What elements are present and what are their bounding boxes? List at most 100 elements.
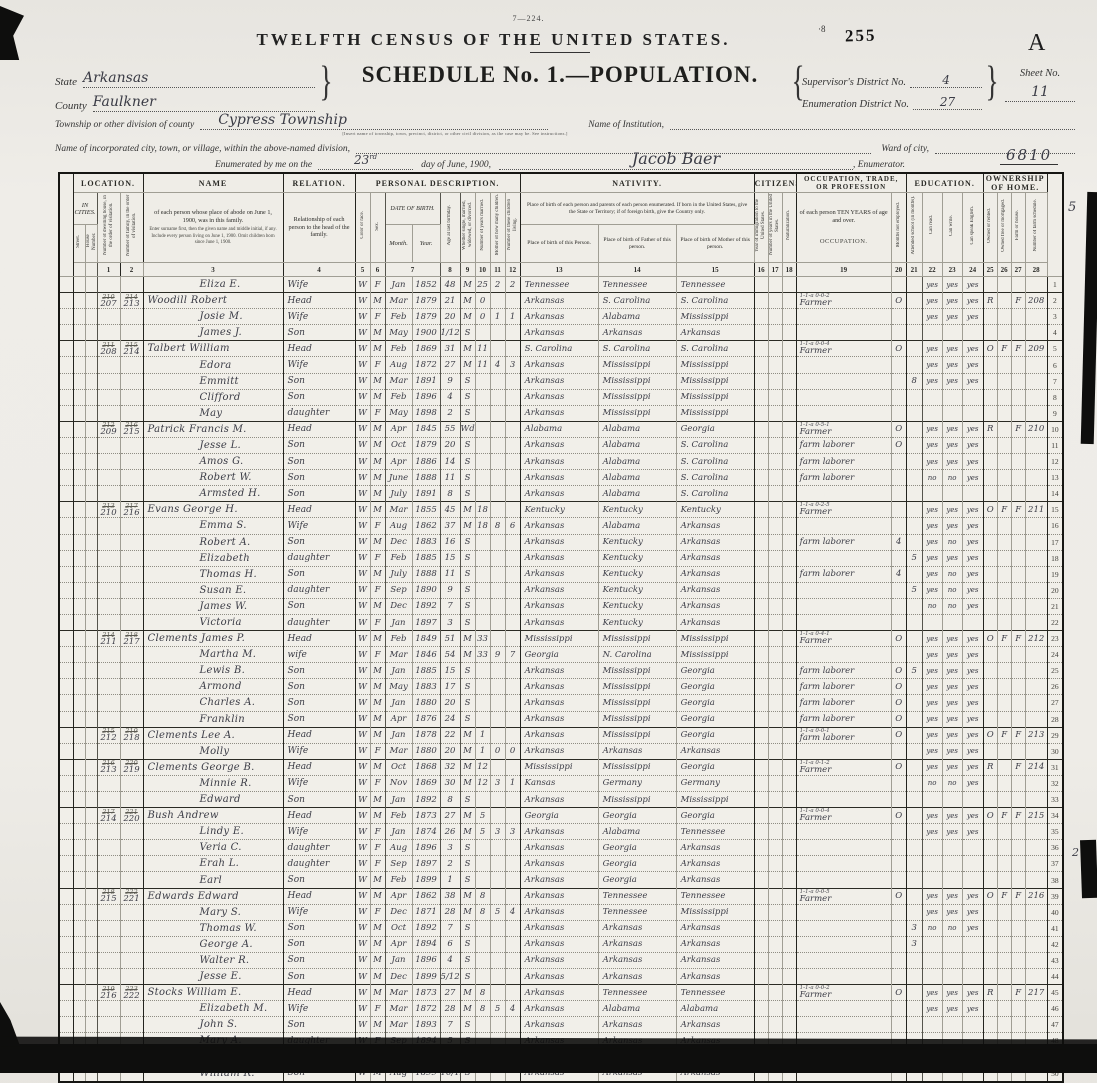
cell-age: 15 [439, 662, 461, 680]
cell-color: W [354, 936, 371, 953]
cell-years-in-us [767, 534, 783, 551]
cell-years-married [474, 1016, 491, 1034]
census-row: Emmitt Son W M Mar 1891 9 S Arkansas Mississippi M… [58, 373, 1064, 390]
cell-home-free-mortgaged [996, 904, 1012, 921]
cell-row-number-right: 36 [1046, 839, 1064, 857]
cell-father-birthplace: Mississippi [597, 694, 677, 712]
cell-sex: M [369, 726, 386, 744]
cell-house-number [84, 437, 98, 455]
sheet-label: Sheet No. [1019, 68, 1061, 79]
cell-can-write: no [941, 534, 963, 551]
name-description: of each person whose place of abode on J… [142, 192, 284, 263]
cell-farm-schedule-number [1024, 855, 1048, 873]
cell-father-birthplace: Arkansas [597, 743, 677, 760]
cell-birthplace: Arkansas [519, 952, 599, 970]
cell-occupation [795, 823, 892, 841]
cell-farm-or-house [1010, 356, 1026, 374]
cell-can-speak-english: yes [961, 726, 984, 744]
cell-row-number-left [58, 968, 74, 986]
cell-family-number [119, 308, 144, 326]
cell-years-married [474, 839, 491, 857]
cell-mother-of-children [489, 758, 506, 776]
census-row: 212 209 216 215 Patrick Francis M. Head W M Apr 1… [58, 420, 1064, 438]
can-write-header: Can write. [941, 192, 963, 263]
enumerator-label: , Enumerator. [853, 160, 905, 170]
cell-color: W [354, 1000, 371, 1018]
cell-birth-month: Aug [384, 839, 413, 857]
cell-age: 7 [439, 1016, 461, 1034]
cell-farm-or-house [1010, 308, 1026, 326]
cell-years-in-us [767, 1000, 783, 1018]
cell-relation: Head [282, 292, 356, 310]
cell-name: May [142, 405, 284, 422]
cell-age: 11 [439, 566, 461, 583]
cell-family-number [119, 437, 144, 455]
cell-birth-month: Oct [384, 437, 413, 455]
cell-family-number: 217 216 [119, 501, 144, 519]
cell-naturalization [781, 566, 797, 583]
cell-farm-or-house [1010, 694, 1026, 712]
cell-can-read: yes [921, 904, 943, 921]
cell-birth-month: Jan [384, 614, 413, 632]
cell-can-read: yes [921, 534, 943, 551]
cell-street [72, 630, 86, 648]
cell-attended-school [905, 711, 923, 728]
sheet-letter: A [1028, 30, 1046, 56]
cell-age: 16 [439, 534, 461, 551]
cell-immigration-year [753, 694, 769, 712]
cell-mother-birthplace: Mississippi [675, 904, 755, 921]
cell-house-number [84, 308, 98, 326]
cell-months-not-employed [890, 775, 907, 793]
cell-can-read [921, 839, 943, 857]
cell-farm-schedule-number: 213 [1024, 726, 1048, 744]
cell-birth-year: 1879 [411, 437, 441, 455]
occupation-description: of each person TEN YEARS of age and over… [795, 192, 892, 263]
census-row: 213 210 217 216 Evans George H. Head W M Mar 1855… [58, 501, 1064, 519]
cell-can-write [941, 405, 963, 422]
cell-row-number-left [58, 614, 74, 632]
cell-attended-school [905, 1016, 923, 1034]
cell-can-write [941, 839, 963, 857]
cell-row-number-right: 5 [1046, 340, 1064, 358]
column-number: 4 [282, 262, 356, 277]
cell-birth-month: Apr [384, 711, 413, 728]
cell-color: W [354, 678, 371, 696]
cell-father-birthplace: Germany [597, 775, 677, 793]
cell-months-not-employed [890, 646, 907, 664]
cell-attended-school [905, 855, 923, 873]
cell-years-in-us [767, 1016, 783, 1034]
cell-sex: M [369, 1016, 386, 1034]
cell-dwelling-number [96, 662, 121, 680]
row-number-column-right [1046, 172, 1064, 277]
cell-birth-year: 1897 [411, 855, 441, 873]
cell-relation: Son [282, 373, 356, 390]
cell-can-read: yes [921, 807, 943, 825]
cell-age: 8 [439, 485, 461, 503]
cell-farm-or-house [1010, 823, 1026, 841]
cell-home-owned-rented: R [982, 758, 998, 776]
cell-birth-month: Feb [384, 550, 413, 567]
cell-name: Lindy E. [142, 823, 284, 841]
cell-attended-school [905, 501, 923, 519]
cell-occupation: farm laborer [795, 678, 892, 696]
cell-family-number [119, 678, 144, 696]
cell-home-owned-rented [982, 534, 998, 551]
education-group: EDUCATION. [905, 172, 984, 193]
cell-family-number: 216 215 [119, 420, 144, 438]
cell-family-number [119, 373, 144, 390]
cell-home-owned-rented [982, 598, 998, 615]
cell-farm-schedule-number [1024, 646, 1048, 664]
cell-months-not-employed [890, 389, 907, 406]
cell-mother-of-children [489, 678, 506, 696]
cell-immigration-year [753, 550, 769, 567]
cell-home-owned-rented [982, 614, 998, 632]
cell-birth-year: 1879 [411, 292, 441, 310]
cell-marital-status: S [459, 550, 476, 567]
cell-age: 24 [439, 711, 461, 728]
cell-row-number-left [58, 920, 74, 937]
cell-name: Clifford [142, 389, 284, 406]
cell-months-not-employed [890, 904, 907, 921]
cell-naturalization [781, 968, 797, 986]
cell-relation: Wife [282, 1000, 356, 1018]
cell-mother-of-children [489, 662, 506, 680]
